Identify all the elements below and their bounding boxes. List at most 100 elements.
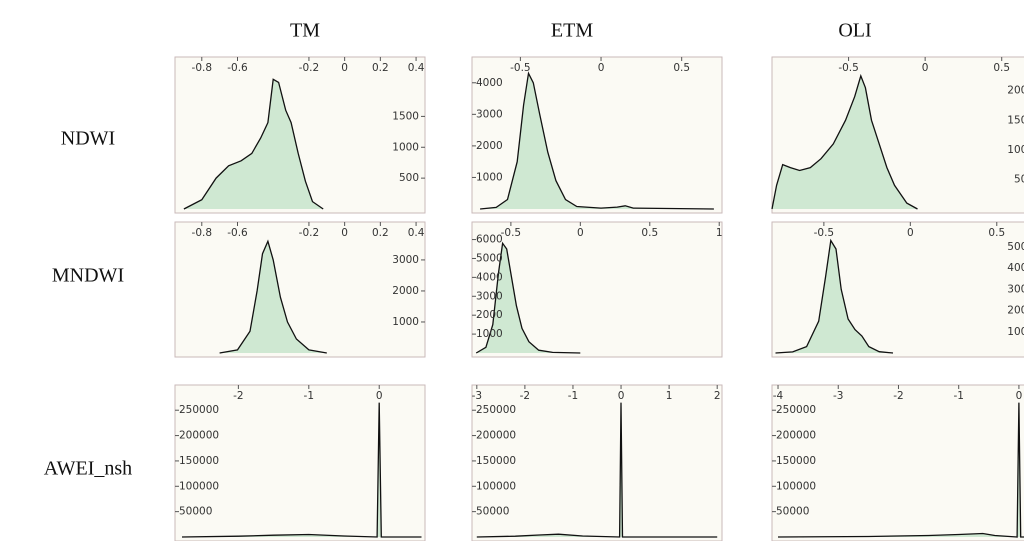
histogram-line bbox=[475, 241, 581, 354]
y-tick-label: 1000 bbox=[1007, 144, 1024, 156]
y-tick-label: 1000 bbox=[392, 316, 419, 328]
histogram: -0.8 -0.6 -0.2 0 0.2 0.4 500 1000 1500 bbox=[174, 56, 426, 214]
histogram-line bbox=[777, 402, 1024, 538]
plot-frame bbox=[174, 221, 426, 358]
y-tick-label: 1500 bbox=[392, 110, 419, 122]
y-tick-label: 3000 bbox=[476, 108, 503, 120]
y-tick-label: 150000 bbox=[476, 455, 516, 467]
histogram-line bbox=[476, 402, 718, 538]
x-tick-label: 1 bbox=[666, 390, 673, 402]
y-tick-label: 250000 bbox=[179, 404, 219, 416]
y-tick-label: 50000 bbox=[179, 506, 212, 518]
y-tick-label: 3000 bbox=[476, 290, 503, 302]
histogram: -4 -3 -2 -1 0 50000 100000 150000 200000 250000 bbox=[771, 384, 1024, 541]
y-tick-label: 4000 bbox=[476, 77, 503, 89]
y-tick-label: 100000 bbox=[179, 480, 219, 492]
y-tick-label: 5000 bbox=[476, 252, 503, 264]
y-tick-label: 1000 bbox=[392, 141, 419, 153]
x-tick-label: -3 bbox=[833, 390, 843, 402]
column-label: ETM bbox=[551, 20, 593, 42]
x-tick-label: 0 bbox=[598, 62, 605, 74]
x-tick-label: 0.2 bbox=[372, 62, 389, 74]
x-tick-label: -1 bbox=[953, 390, 963, 402]
y-tick-label: 1000 bbox=[476, 171, 503, 183]
y-tick-label: 4000 bbox=[1007, 262, 1024, 274]
x-tick-label: -0.5 bbox=[510, 62, 531, 74]
y-tick-label: 50000 bbox=[476, 506, 509, 518]
x-tick-label: 0 bbox=[618, 390, 625, 402]
histogram: -2 -1 0 50000 100000 150000 200000 250000 bbox=[174, 384, 426, 541]
y-tick-label: 3000 bbox=[1007, 283, 1024, 295]
histogram-area bbox=[219, 241, 327, 353]
histogram-line bbox=[775, 238, 894, 354]
histogram-line bbox=[219, 239, 327, 354]
x-tick-label: 0 bbox=[1016, 390, 1023, 402]
histogram-area bbox=[772, 75, 918, 210]
plot-frame bbox=[771, 384, 1024, 541]
histogram: -0.5 0 0.5 1000 2000 3000 4000 bbox=[471, 56, 723, 214]
y-tick-label: 100000 bbox=[776, 480, 816, 492]
x-tick-label: 0.5 bbox=[641, 227, 658, 239]
row-label: MNDWI bbox=[52, 265, 124, 287]
x-tick-label: -2 bbox=[520, 390, 530, 402]
x-tick-label: 0 bbox=[577, 227, 584, 239]
x-tick-label: 0.2 bbox=[372, 227, 389, 239]
x-tick-label: -0.2 bbox=[299, 227, 320, 239]
y-tick-label: 500 bbox=[1014, 173, 1024, 185]
y-tick-label: 5000 bbox=[1007, 241, 1024, 253]
y-tick-label: 200000 bbox=[776, 430, 816, 442]
histogram-line bbox=[771, 73, 918, 210]
x-tick-label: 0.4 bbox=[408, 62, 425, 74]
histogram-line bbox=[181, 402, 422, 538]
y-tick-label: 4000 bbox=[476, 271, 503, 283]
y-tick-label: 100000 bbox=[476, 480, 516, 492]
x-tick-label: 2 bbox=[714, 390, 721, 402]
plot-frame bbox=[771, 221, 1024, 358]
x-tick-label: -0.2 bbox=[299, 62, 320, 74]
x-tick-label: -0.5 bbox=[814, 227, 835, 239]
histogram-line bbox=[183, 78, 324, 210]
x-tick-label: 1 bbox=[716, 227, 723, 239]
column-label: OLI bbox=[838, 20, 871, 42]
x-tick-label: -1 bbox=[304, 390, 314, 402]
histogram: -0.5 0 0.5 1 1000 2000 3000 4000 5000 6000 bbox=[471, 221, 723, 358]
x-tick-label: -0.5 bbox=[838, 62, 859, 74]
row-label: AWEI_nsh bbox=[44, 458, 132, 480]
x-tick-label: 0 bbox=[376, 390, 383, 402]
histogram: -0.8 -0.6 -0.2 0 0.2 0.4 1000 2000 3000 bbox=[174, 221, 426, 358]
plot-frame bbox=[471, 384, 723, 541]
x-tick-label: -0.6 bbox=[227, 227, 248, 239]
y-tick-label: 200000 bbox=[476, 430, 516, 442]
x-tick-label: -2 bbox=[893, 390, 903, 402]
x-tick-label: 0.5 bbox=[673, 62, 690, 74]
histogram-line bbox=[480, 71, 714, 210]
y-tick-label: 2000 bbox=[476, 309, 503, 321]
y-tick-label: 6000 bbox=[476, 234, 503, 246]
y-tick-label: 150000 bbox=[179, 455, 219, 467]
x-tick-label: 0.5 bbox=[988, 227, 1005, 239]
histogram: -0.5 0 0.5 500 1000 1500 2000 bbox=[771, 56, 1024, 214]
y-tick-label: 2000 bbox=[1007, 85, 1024, 97]
y-tick-label: 250000 bbox=[476, 404, 516, 416]
x-tick-label: 0.5 bbox=[993, 62, 1010, 74]
x-tick-label: 0 bbox=[341, 227, 348, 239]
y-tick-label: 2000 bbox=[392, 285, 419, 297]
x-tick-label: -0.8 bbox=[192, 227, 213, 239]
y-tick-label: 2000 bbox=[476, 140, 503, 152]
histogram-area bbox=[183, 79, 324, 209]
x-tick-label: -0.6 bbox=[227, 62, 248, 74]
y-tick-label: 3000 bbox=[392, 254, 419, 266]
y-tick-label: 1000 bbox=[476, 328, 503, 340]
y-tick-label: 1500 bbox=[1007, 114, 1024, 126]
histogram-area bbox=[775, 240, 894, 353]
y-tick-label: 200000 bbox=[179, 430, 219, 442]
histogram-area bbox=[476, 243, 581, 353]
y-tick-label: 500 bbox=[399, 172, 419, 184]
column-label: TM bbox=[290, 20, 320, 42]
x-tick-label: -2 bbox=[233, 390, 243, 402]
x-tick-label: 0 bbox=[907, 227, 914, 239]
plot-frame bbox=[174, 384, 426, 541]
y-tick-label: 50000 bbox=[776, 506, 809, 518]
x-tick-label: -1 bbox=[568, 390, 578, 402]
